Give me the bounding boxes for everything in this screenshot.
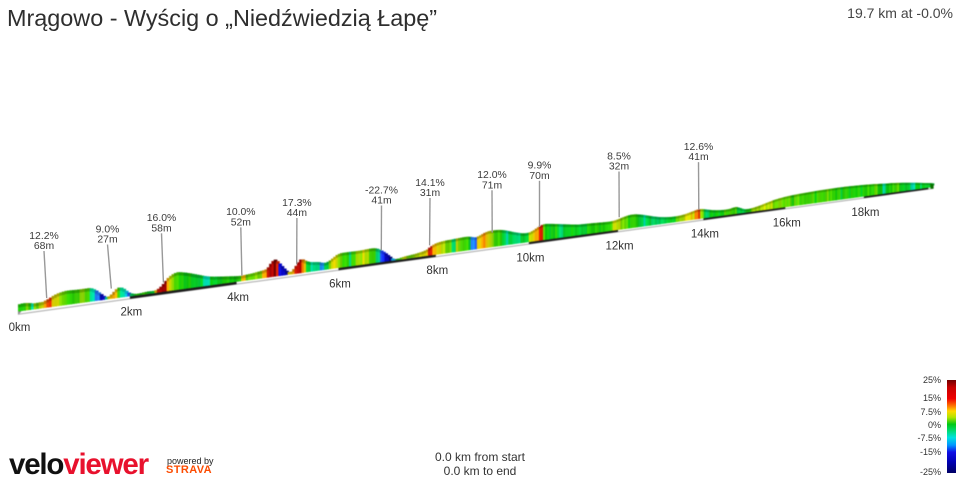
svg-text:4km: 4km xyxy=(227,292,249,304)
svg-text:14km: 14km xyxy=(691,229,719,241)
svg-text:58m: 58m xyxy=(151,223,171,234)
svg-text:16km: 16km xyxy=(773,218,801,230)
svg-text:10km: 10km xyxy=(516,252,544,264)
svg-text:41m: 41m xyxy=(371,196,391,207)
svg-text:12km: 12km xyxy=(605,240,633,252)
svg-text:2km: 2km xyxy=(121,307,143,319)
svg-text:31m: 31m xyxy=(420,188,440,199)
svg-text:27m: 27m xyxy=(97,235,117,246)
svg-text:32m: 32m xyxy=(609,162,629,173)
svg-text:52m: 52m xyxy=(231,218,251,229)
svg-text:6km: 6km xyxy=(329,278,351,290)
svg-text:71m: 71m xyxy=(482,180,502,191)
svg-text:44m: 44m xyxy=(287,208,307,219)
svg-text:18km: 18km xyxy=(851,207,879,219)
svg-text:68m: 68m xyxy=(34,241,54,252)
svg-text:70m: 70m xyxy=(529,171,549,182)
svg-text:8km: 8km xyxy=(426,265,448,277)
svg-text:0km: 0km xyxy=(9,322,31,334)
svg-text:41m: 41m xyxy=(688,152,708,163)
